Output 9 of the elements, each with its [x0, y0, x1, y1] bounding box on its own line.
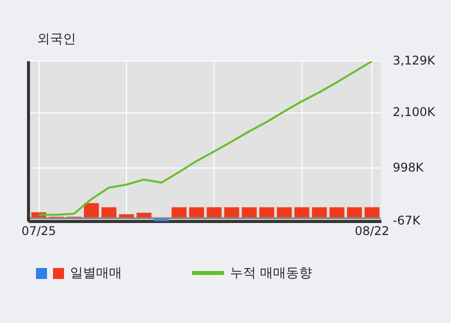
y-tick-label: -67K — [392, 214, 422, 228]
x-tick-label: 08/22 — [354, 224, 390, 238]
y-tick-label: 3,129K — [392, 53, 436, 68]
y-tick-label: 998K — [392, 160, 425, 174]
x-tick-label: 07/25 — [21, 224, 56, 238]
chart-title: 외국인 — [37, 31, 76, 48]
legend-label: 일별매매 — [70, 265, 122, 282]
legend-label: 누적 매매동향 — [230, 265, 312, 282]
y-tick-label: 2,100K — [392, 104, 436, 119]
